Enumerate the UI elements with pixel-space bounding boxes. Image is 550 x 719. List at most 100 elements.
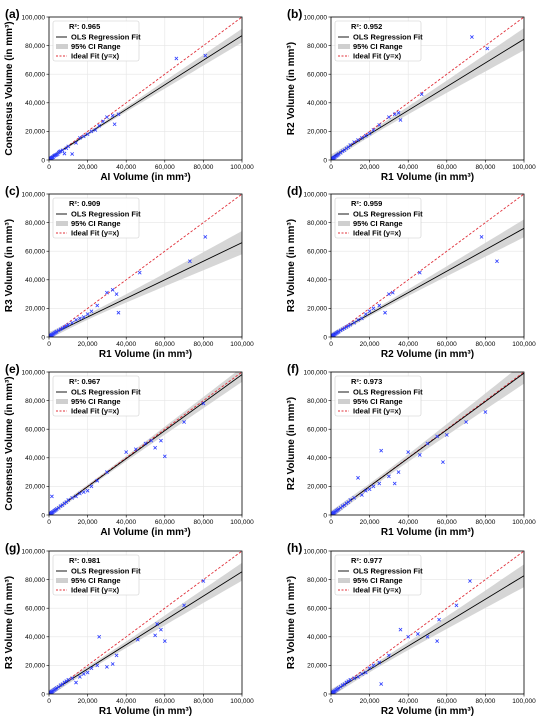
x-tick-label: 20,000: [360, 341, 380, 348]
data-point: [348, 322, 353, 327]
data-point: [58, 504, 63, 509]
x-tick-label: 100,000: [512, 164, 536, 171]
y-axis-label: Consensus Volume (in mm³): [4, 21, 15, 155]
x-tick-label: 40,000: [398, 698, 418, 705]
ols-fit-line: [331, 38, 524, 159]
data-point: [188, 259, 192, 264]
data-point: [70, 320, 75, 325]
legend-ci: 95% CI Range: [353, 219, 403, 228]
x-tick-label: 80,000: [475, 164, 495, 171]
data-point: [74, 140, 78, 145]
data-point: [203, 53, 208, 58]
x-axis-label: R1 Volume (in mm³): [99, 349, 192, 360]
legend-ci: 95% CI Range: [71, 397, 121, 406]
y-tick-label: 100,000: [304, 14, 328, 21]
y-tick-label: 100,000: [22, 191, 46, 198]
data-point: [85, 312, 90, 317]
data-point: [356, 317, 360, 322]
x-axis-label: AI Volume (in mm³): [100, 527, 190, 538]
data-point: [81, 672, 86, 676]
panel-label: (g): [5, 541, 20, 555]
chart-panel: 00 20,000 20,000 40,000 40,000 60,000 60,000 80…: [4, 7, 254, 183]
x-tick-label: 60,000: [437, 698, 457, 705]
data-point: [359, 672, 364, 676]
data-point: [340, 149, 345, 154]
data-point: [74, 494, 78, 499]
y-tick-label: 60,000: [25, 606, 45, 613]
data-point: [485, 46, 490, 51]
ols-fit-line: [49, 35, 242, 159]
plot-frame: [330, 16, 525, 161]
data-point: [97, 123, 102, 128]
x-tick-label: 100,000: [230, 698, 254, 705]
y-tick-label: 40,000: [307, 455, 327, 462]
plot-content: [331, 551, 524, 694]
data-point: [383, 310, 387, 315]
data-point: [348, 498, 353, 502]
data-point: [162, 454, 167, 459]
y-tick-label: 100,000: [304, 548, 328, 555]
data-point: [110, 287, 115, 292]
legend-box: [52, 197, 140, 239]
plot-content: [331, 194, 524, 337]
y-tick-label: 0: [41, 512, 45, 519]
x-tick-label: 100,000: [230, 341, 254, 348]
ideal-fit-line: [331, 194, 524, 337]
x-tick-label: 40,000: [398, 519, 418, 526]
ols-fit-line: [49, 374, 242, 515]
data-point: [89, 309, 94, 314]
chart-panel: 00 20,000 20,000 40,000 40,000 60,000 60,000 80…: [286, 184, 536, 360]
y-tick-label: 60,000: [307, 249, 327, 256]
y-tick-label: 100,000: [304, 191, 328, 198]
data-point: [174, 56, 179, 61]
data-point: [182, 603, 186, 608]
x-tick-label: 0: [47, 164, 51, 171]
y-tick-label: 80,000: [25, 398, 45, 405]
legend-box: [52, 20, 140, 62]
data-point: [419, 92, 424, 97]
data-point: [70, 676, 75, 681]
data-point: [62, 151, 67, 156]
data-point: [367, 131, 372, 136]
data-point: [417, 270, 422, 275]
x-tick-label: 60,000: [437, 519, 457, 526]
data-point: [159, 438, 163, 443]
plot-frame: [330, 550, 525, 695]
data-point: [182, 420, 186, 424]
y-tick-label: 80,000: [25, 43, 45, 50]
chart-panel: 00 20,000 20,000 40,000 40,000 60,000 60,000 80…: [286, 541, 536, 717]
data-point: [85, 132, 90, 137]
legend-swatch-ci: [338, 44, 350, 49]
data-point: [54, 686, 59, 690]
data-point: [105, 664, 109, 669]
data-point: [66, 322, 71, 327]
y-tick-label: 60,000: [307, 427, 327, 434]
data-point: [356, 475, 360, 480]
data-point: [379, 448, 384, 453]
r2-label: R²: 0.973: [351, 377, 382, 386]
data-point: [454, 603, 459, 608]
x-axis-label: AI Volume (in mm³): [100, 172, 190, 183]
data-point: [62, 680, 67, 685]
data-point: [77, 316, 82, 321]
data-point: [479, 235, 484, 239]
legend-ci: 95% CI Range: [71, 576, 121, 585]
y-tick-label: 0: [323, 334, 327, 341]
y-tick-label: 100,000: [22, 14, 46, 21]
data-point: [54, 507, 59, 511]
data-point: [77, 491, 82, 496]
x-tick-label: 80,000: [475, 341, 495, 348]
data-point: [137, 270, 142, 275]
data-point: [70, 495, 75, 500]
data-point: [338, 328, 343, 333]
data-point: [95, 303, 100, 308]
y-tick-label: 60,000: [25, 72, 45, 79]
x-tick-label: 0: [329, 341, 333, 348]
x-tick-label: 40,000: [116, 341, 136, 348]
x-tick-label: 80,000: [475, 519, 495, 526]
panel-label: (d): [287, 184, 302, 198]
plot-frame: [48, 16, 243, 161]
data-point: [483, 410, 488, 414]
y-tick-label: 80,000: [307, 577, 327, 584]
legend-ideal: Ideal Fit (y=x): [71, 52, 120, 61]
